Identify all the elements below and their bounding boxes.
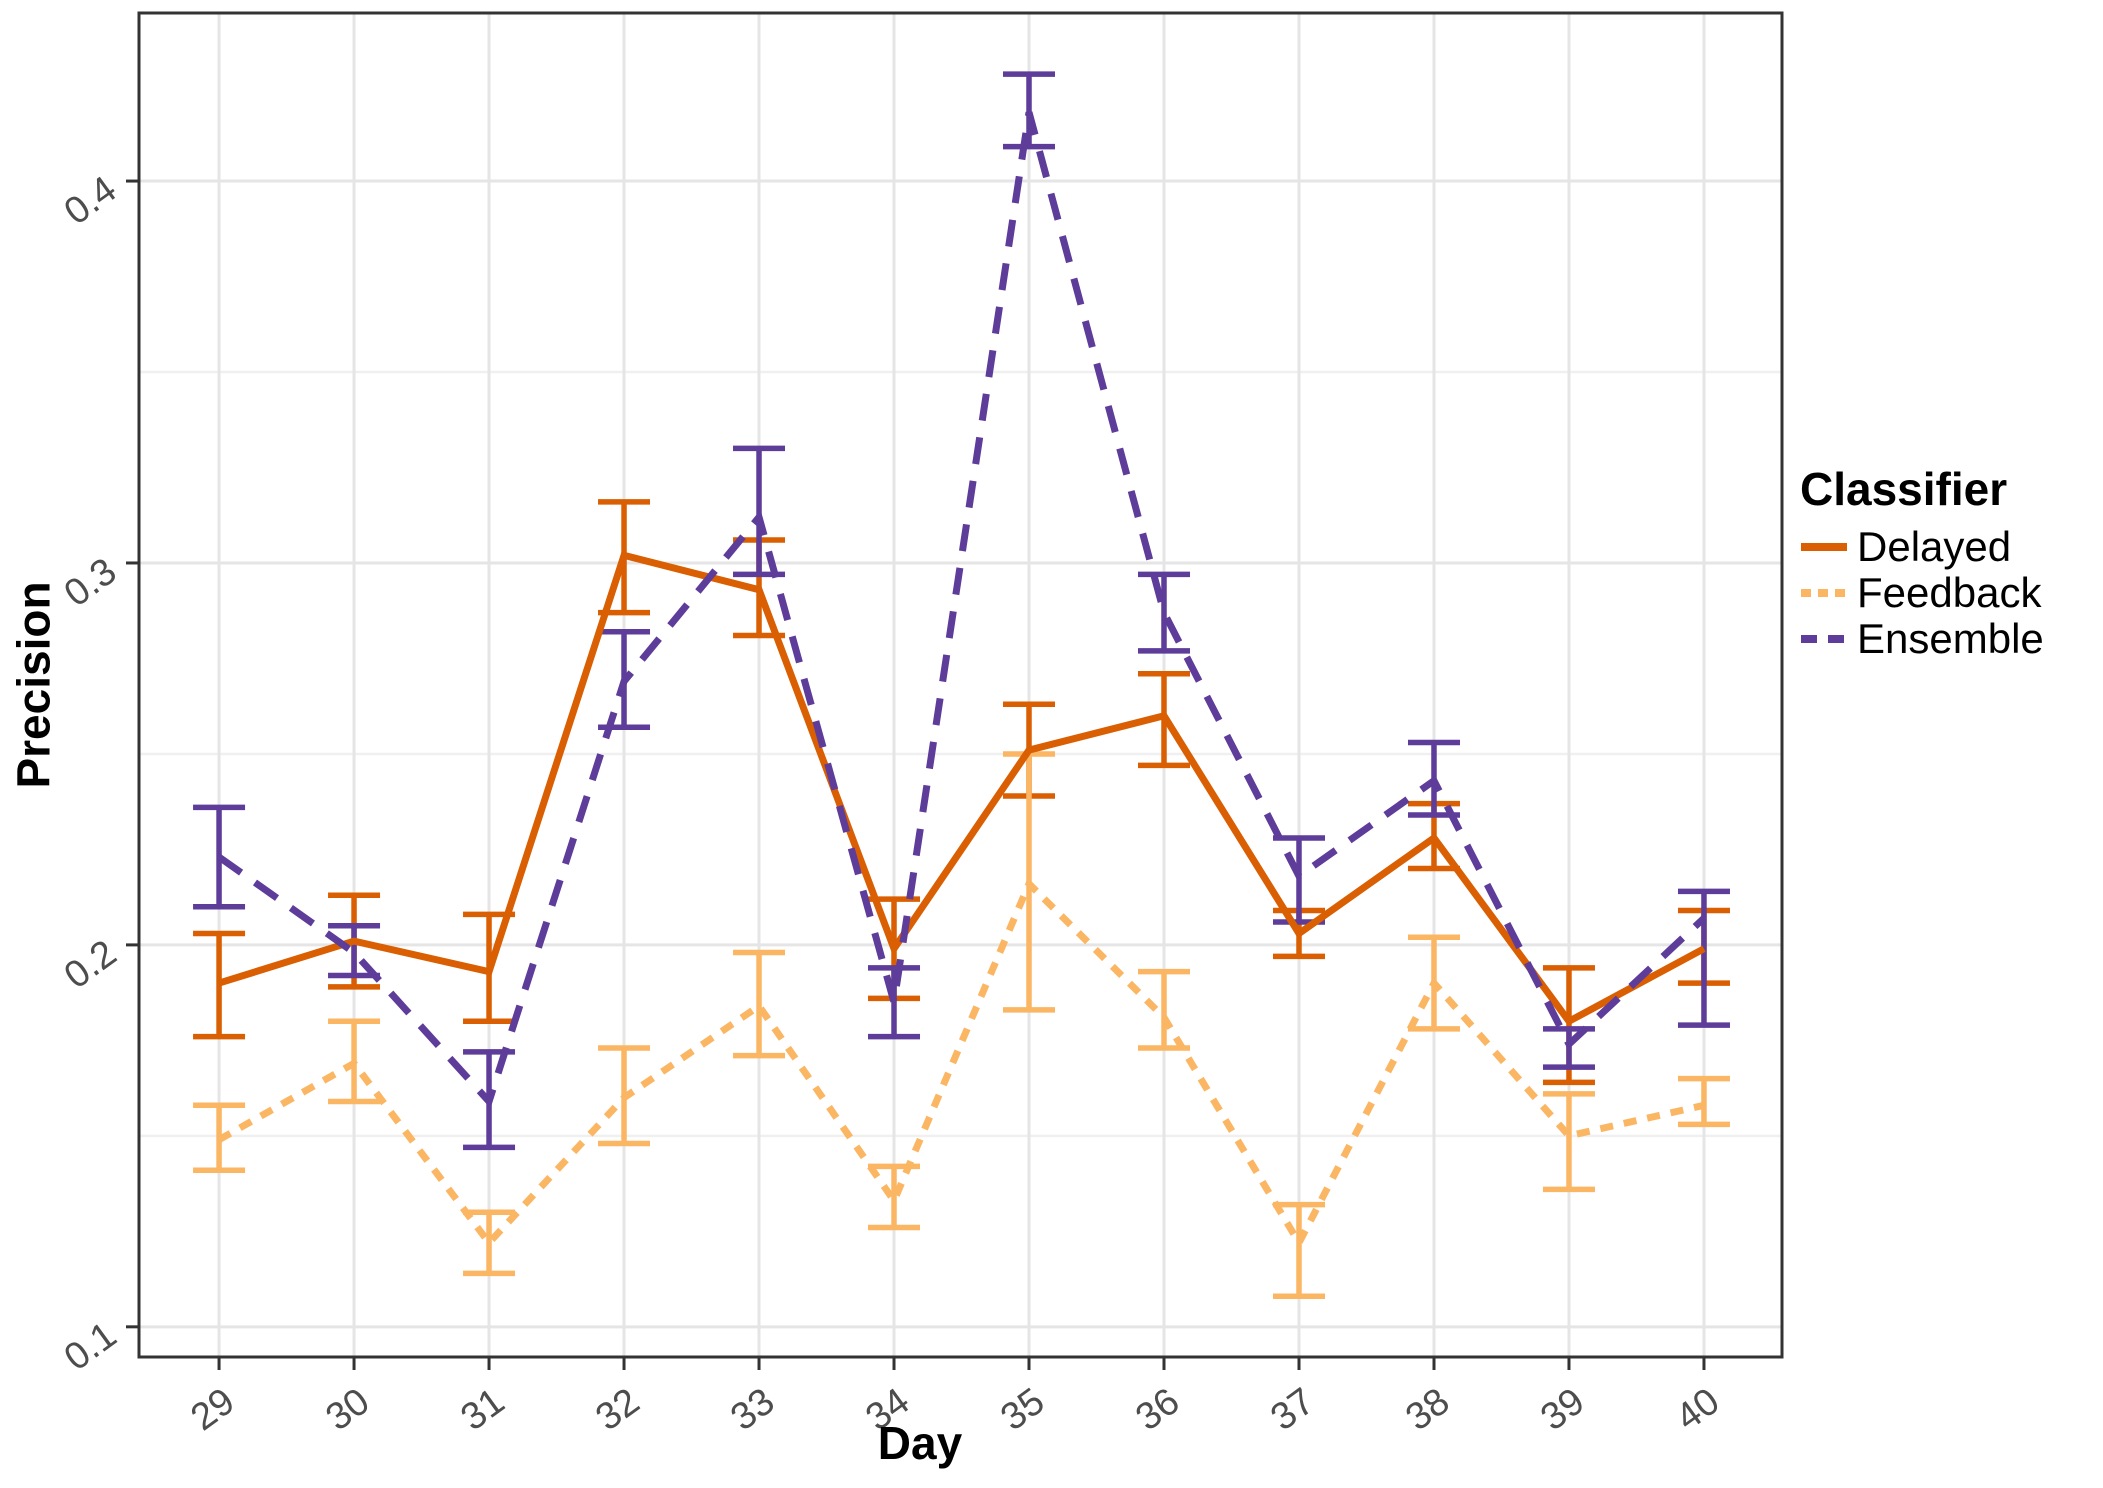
panel-border <box>137 11 1784 1359</box>
legend-title: Classifier <box>1800 463 2008 515</box>
legend-label: Delayed <box>1857 523 2012 570</box>
delayed-line-key-icon <box>1801 543 1847 551</box>
y-axis-title: Precision <box>8 581 60 789</box>
y-tick-label: 0.2 <box>57 932 124 997</box>
error-bars-ensemble <box>193 71 1730 1151</box>
series-line-feedback <box>217 877 1705 1250</box>
axis-ticks <box>126 179 1706 1370</box>
minor-gridlines <box>139 370 1782 1138</box>
y-tick-label: 0.1 <box>57 1314 124 1379</box>
axis-tick-labels: 29 30 31 32 33 34 35 36 37 38 39 400.10.20.30.4 <box>57 168 1727 1439</box>
series-line-delayed <box>218 551 1706 1026</box>
ensemble-line-key-icon <box>1801 635 1847 643</box>
legend-item-delayed: Delayed <box>1800 524 2100 570</box>
error-bars-delayed <box>193 499 1730 1086</box>
series-line-ensemble <box>217 111 1707 1109</box>
legend-label: Ensemble <box>1857 615 2044 662</box>
y-tick-label: 0.3 <box>57 550 124 615</box>
legend-item-feedback: Feedback <box>1800 570 2100 616</box>
feedback-line-key-icon <box>1801 589 1847 597</box>
major-gridlines <box>139 13 1782 1357</box>
x-axis-title: Day <box>877 1417 963 1469</box>
legend: Classifier Delayed Feedback Ensemble <box>1800 462 2100 662</box>
y-tick-label: 0.4 <box>57 168 124 233</box>
legend-item-ensemble: Ensemble <box>1800 616 2100 662</box>
legend-label: Feedback <box>1857 569 2042 616</box>
